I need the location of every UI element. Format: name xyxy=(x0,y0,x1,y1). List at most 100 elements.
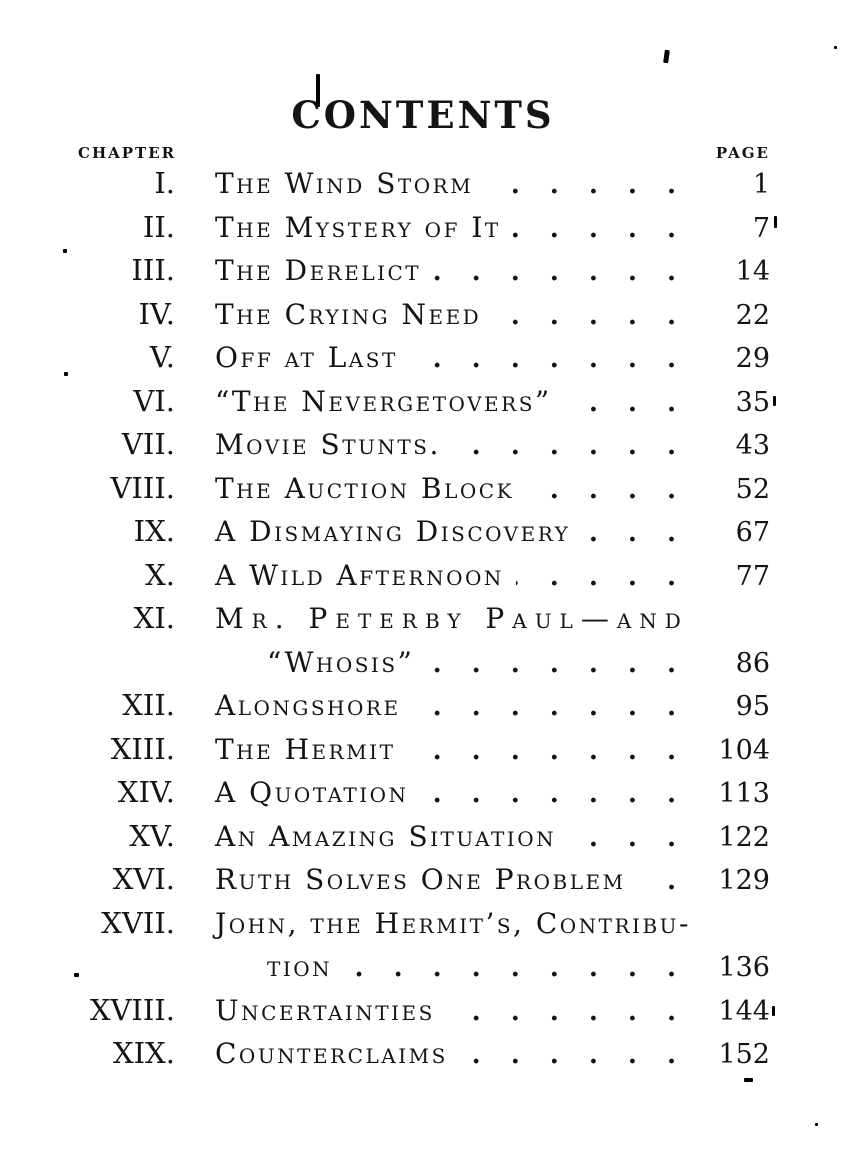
chapter-numeral: IX. xyxy=(133,514,175,548)
scan-speck xyxy=(815,1123,818,1126)
page-number: 129 xyxy=(718,865,770,896)
dot-leader: ......................... xyxy=(410,344,706,374)
chapter-title: Mr. Peterby Paul—and xyxy=(215,602,689,635)
dot-leader: ......................... xyxy=(485,170,706,200)
toc-entry: XV. An Amazing Situation ...............… xyxy=(0,815,770,859)
scan-speck xyxy=(834,46,837,49)
dot-leader: ......................... xyxy=(407,735,706,766)
chapter-title: Alongshore xyxy=(215,689,401,722)
page-number: 1 xyxy=(752,169,770,200)
toc-entry-line: XIII. The Hermit .......................… xyxy=(0,728,770,772)
dot-leader: ......................... xyxy=(452,431,706,461)
column-headers: CHAPTER PAGE xyxy=(78,144,770,162)
chapter-numeral: XII. xyxy=(122,688,175,722)
scan-speck xyxy=(774,216,777,228)
page-column-label: PAGE xyxy=(715,144,770,162)
dot-leader: ......................... xyxy=(413,692,706,722)
chapter-title: The Wind Storm xyxy=(215,167,474,200)
toc-entry-line: VIII. The Auction Block ................… xyxy=(0,467,770,511)
chapter-title: tion xyxy=(267,950,333,983)
chapter-numeral: I. xyxy=(154,166,175,200)
scan-speck xyxy=(64,372,68,376)
page-number: 95 xyxy=(735,691,770,722)
toc-entry: XIV. A Quotation .......................… xyxy=(0,771,770,815)
dot-leader: ......................... xyxy=(433,257,706,287)
chapter-numeral: XVIII. xyxy=(89,992,175,1027)
chapter-title: Uncertainties xyxy=(215,993,435,1027)
scan-speck xyxy=(316,74,320,107)
scan-speck xyxy=(63,249,67,253)
toc-entry-line: “Whosis” ......................... 86 xyxy=(0,641,770,685)
dot-leader: ......................... xyxy=(568,822,706,853)
page-number: 7 xyxy=(752,212,770,244)
toc-entry-line: III. The Derelict ......................… xyxy=(0,249,770,293)
page-number: 144 xyxy=(718,995,770,1027)
scan-speck xyxy=(772,1006,775,1016)
scan-speck xyxy=(663,49,670,64)
chapter-numeral: XVI. xyxy=(112,862,175,896)
toc-entry: XIII. The Hermit .......................… xyxy=(0,728,770,772)
toc-entry-line: VI. “The Nevergetovers” ................… xyxy=(0,380,770,424)
toc-entry: IX. A Dismaying Discovery ..............… xyxy=(0,510,770,554)
chapter-title: Off at Last xyxy=(215,341,398,374)
chapter-title: John, the Hermit’s, Contribu- xyxy=(215,906,691,940)
chapter-numeral: XVII. xyxy=(101,905,175,940)
toc-entry: XVIII. Uncertainties ...................… xyxy=(0,989,770,1033)
page-number: 14 xyxy=(735,256,770,287)
chapter-title: Ruth Solves One Problem xyxy=(215,863,626,896)
page-number: 104 xyxy=(718,734,770,766)
toc-entry: VII. Movie Stunts. .....................… xyxy=(0,423,770,467)
toc-entry-line: I. The Wind Storm ......................… xyxy=(0,162,770,206)
toc-entry-line: XIX. Counterclaims .....................… xyxy=(0,1032,770,1076)
chapter-title: “Whosis” xyxy=(267,645,415,679)
page-number: 22 xyxy=(735,299,770,331)
chapter-numeral: X. xyxy=(145,557,175,592)
chapter-column-label: CHAPTER xyxy=(78,144,177,162)
page-number: 122 xyxy=(718,821,770,853)
chapter-numeral: VIII. xyxy=(110,470,175,505)
toc-entry: VIII. The Auction Block ................… xyxy=(0,467,770,511)
chapter-numeral: II. xyxy=(142,209,175,244)
chapter-title: A Wild Afternoon xyxy=(215,558,504,592)
dot-leader: ......................... xyxy=(516,561,706,592)
toc-entry-line: X. A Wild Afternoon ....................… xyxy=(0,554,770,598)
chapter-numeral: XV. xyxy=(129,818,175,853)
chapter-numeral: III. xyxy=(131,253,175,287)
dot-leader: ......................... xyxy=(512,213,706,244)
toc-entry: VI. “The Nevergetovers” ................… xyxy=(0,380,770,424)
toc-entry-line: V. Off at Last .........................… xyxy=(0,336,770,380)
toc-entry-line: II. The Mystery of It ..................… xyxy=(0,206,770,250)
toc-entry: III. The Derelict ......................… xyxy=(0,249,770,293)
page-number: 35 xyxy=(735,386,770,418)
dot-leader: ......................... xyxy=(426,648,706,679)
page-number: 136 xyxy=(718,952,770,983)
chapter-title: Counterclaims xyxy=(215,1037,448,1070)
toc-entry: II. The Mystery of It ..................… xyxy=(0,206,770,250)
dot-leader: ......................... xyxy=(563,387,706,418)
toc-entry-list: I. The Wind Storm ......................… xyxy=(0,162,770,1076)
toc-entry-line: tion ......................... 136 xyxy=(0,945,770,989)
dot-leader: ......................... xyxy=(344,953,706,983)
toc-entry-line: XVII. John, the Hermit’s, Contribu- xyxy=(0,902,770,946)
page-number: 152 xyxy=(718,1039,770,1070)
toc-entry: XVII. John, the Hermit’s, Contribu- tion… xyxy=(0,902,770,989)
dot-leader: ......................... xyxy=(638,866,706,896)
toc-entry-line: XVIII. Uncertainties ...................… xyxy=(0,989,770,1033)
chapter-title: The Hermit xyxy=(215,732,396,766)
dot-leader: ......................... xyxy=(446,996,706,1027)
page-number: 77 xyxy=(735,560,770,592)
page-number: 52 xyxy=(735,473,770,505)
toc-entry: XI. Mr. Peterby Paul—and “Whosis” ......… xyxy=(0,597,770,684)
chapter-numeral: IV. xyxy=(138,296,175,331)
chapter-numeral: V. xyxy=(149,340,175,374)
chapter-numeral: XI. xyxy=(133,601,175,635)
page-number: 67 xyxy=(735,517,770,548)
page-number: 29 xyxy=(735,343,770,374)
dot-leader: ......................... xyxy=(493,300,706,331)
chapter-title: “The Nevergetovers” xyxy=(215,384,552,418)
toc-entry: I. The Wind Storm ......................… xyxy=(0,162,770,206)
toc-entry: XVI. Ruth Solves One Problem ...........… xyxy=(0,858,770,902)
toc-entry: X. A Wild Afternoon ....................… xyxy=(0,554,770,598)
toc-entry-line: VII. Movie Stunts. .....................… xyxy=(0,423,770,467)
